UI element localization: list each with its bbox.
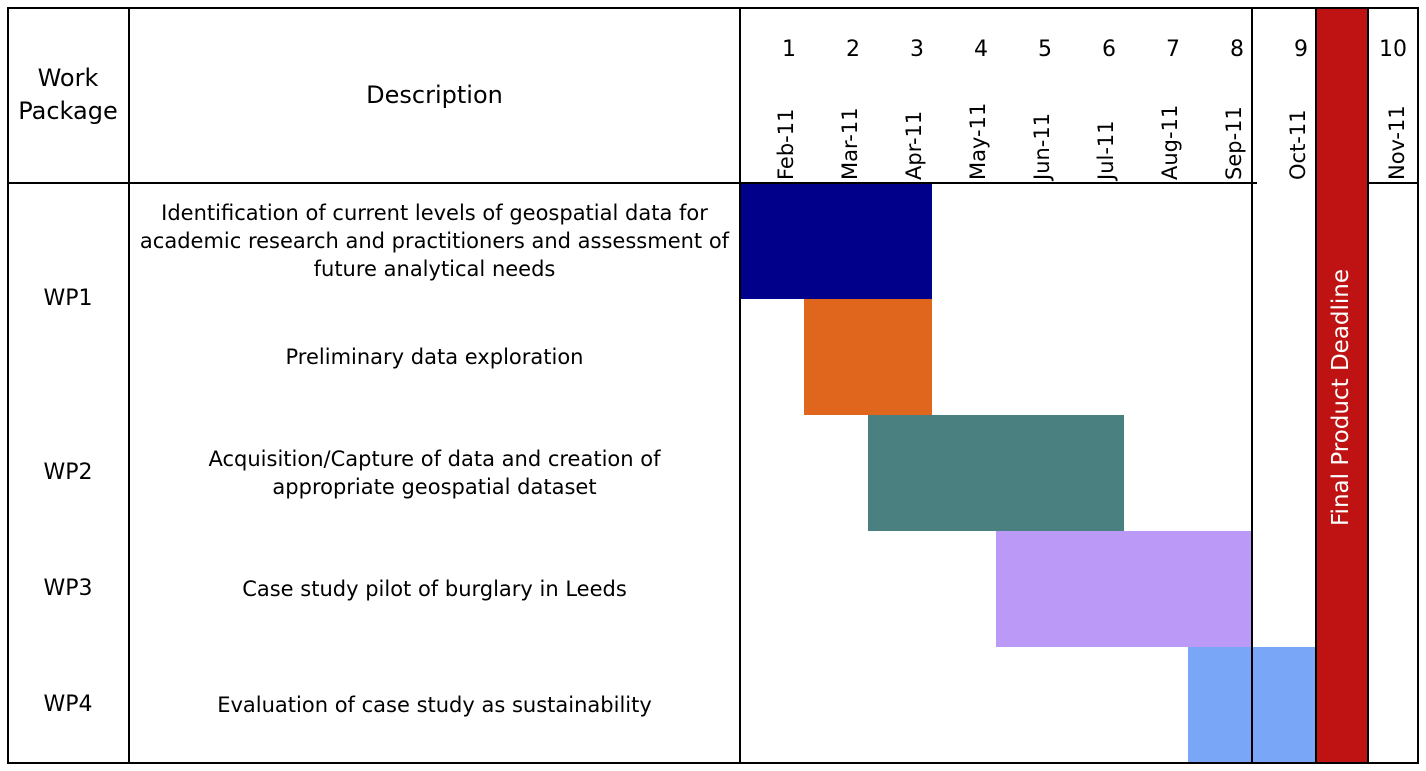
task-description: Evaluation of case study as sustainabili… — [217, 693, 652, 717]
wp-label: WP4 — [43, 692, 93, 717]
task-bar — [804, 299, 932, 415]
month-label: May-11 — [966, 102, 990, 180]
month-label: Aug-11 — [1158, 104, 1182, 180]
column-divider — [739, 7, 741, 764]
header-divider — [7, 182, 1257, 184]
task-bar — [868, 415, 1124, 531]
month-number: 8 — [1230, 37, 1244, 62]
final-deadline-bar — [1316, 8, 1368, 763]
month-number: 7 — [1166, 37, 1180, 62]
month-label: Mar-11 — [838, 107, 862, 180]
task-bar — [740, 183, 932, 299]
month-number: 10 — [1379, 37, 1407, 62]
header-divider-right — [1368, 182, 1419, 184]
month-number: 5 — [1038, 37, 1052, 62]
wp-label: WP1 — [43, 286, 93, 311]
task-description: Case study pilot of burglary in Leeds — [242, 577, 627, 601]
month-label: Apr-11 — [902, 110, 926, 180]
month-number: 3 — [910, 37, 924, 62]
task-description: Identification of current levels of geos… — [139, 201, 730, 281]
month-number: 1 — [782, 37, 796, 62]
month-label: Sep-11 — [1222, 106, 1246, 180]
border-right — [1417, 7, 1419, 764]
border-bottom — [7, 762, 1419, 764]
month-number: 4 — [974, 37, 988, 62]
month-label: Nov-11 — [1385, 105, 1409, 180]
task-description: Acquisition/Capture of data and creation… — [208, 447, 661, 499]
border-top — [7, 7, 1419, 9]
wp-label: WP2 — [43, 460, 93, 485]
column-divider — [1367, 7, 1369, 764]
month-label: Jul-11 — [1094, 120, 1118, 180]
task-description: Preliminary data exploration — [285, 345, 584, 369]
month-label: Feb-11 — [774, 108, 798, 180]
month-number: 2 — [846, 37, 860, 62]
task-bar — [996, 531, 1252, 647]
column-divider — [1315, 7, 1317, 764]
column-divider — [128, 7, 130, 764]
work-package-header: Work Package — [18, 64, 118, 125]
column-divider — [1251, 7, 1253, 764]
description-header: Description — [366, 81, 503, 109]
month-label: Oct-11 — [1286, 109, 1310, 180]
month-label: Jun-11 — [1030, 112, 1054, 180]
month-number: 6 — [1102, 37, 1116, 62]
final-deadline-label: Final Product Deadline — [1328, 268, 1354, 526]
wp-label: WP3 — [43, 576, 93, 601]
border-left — [7, 7, 9, 764]
month-number: 9 — [1294, 37, 1308, 62]
